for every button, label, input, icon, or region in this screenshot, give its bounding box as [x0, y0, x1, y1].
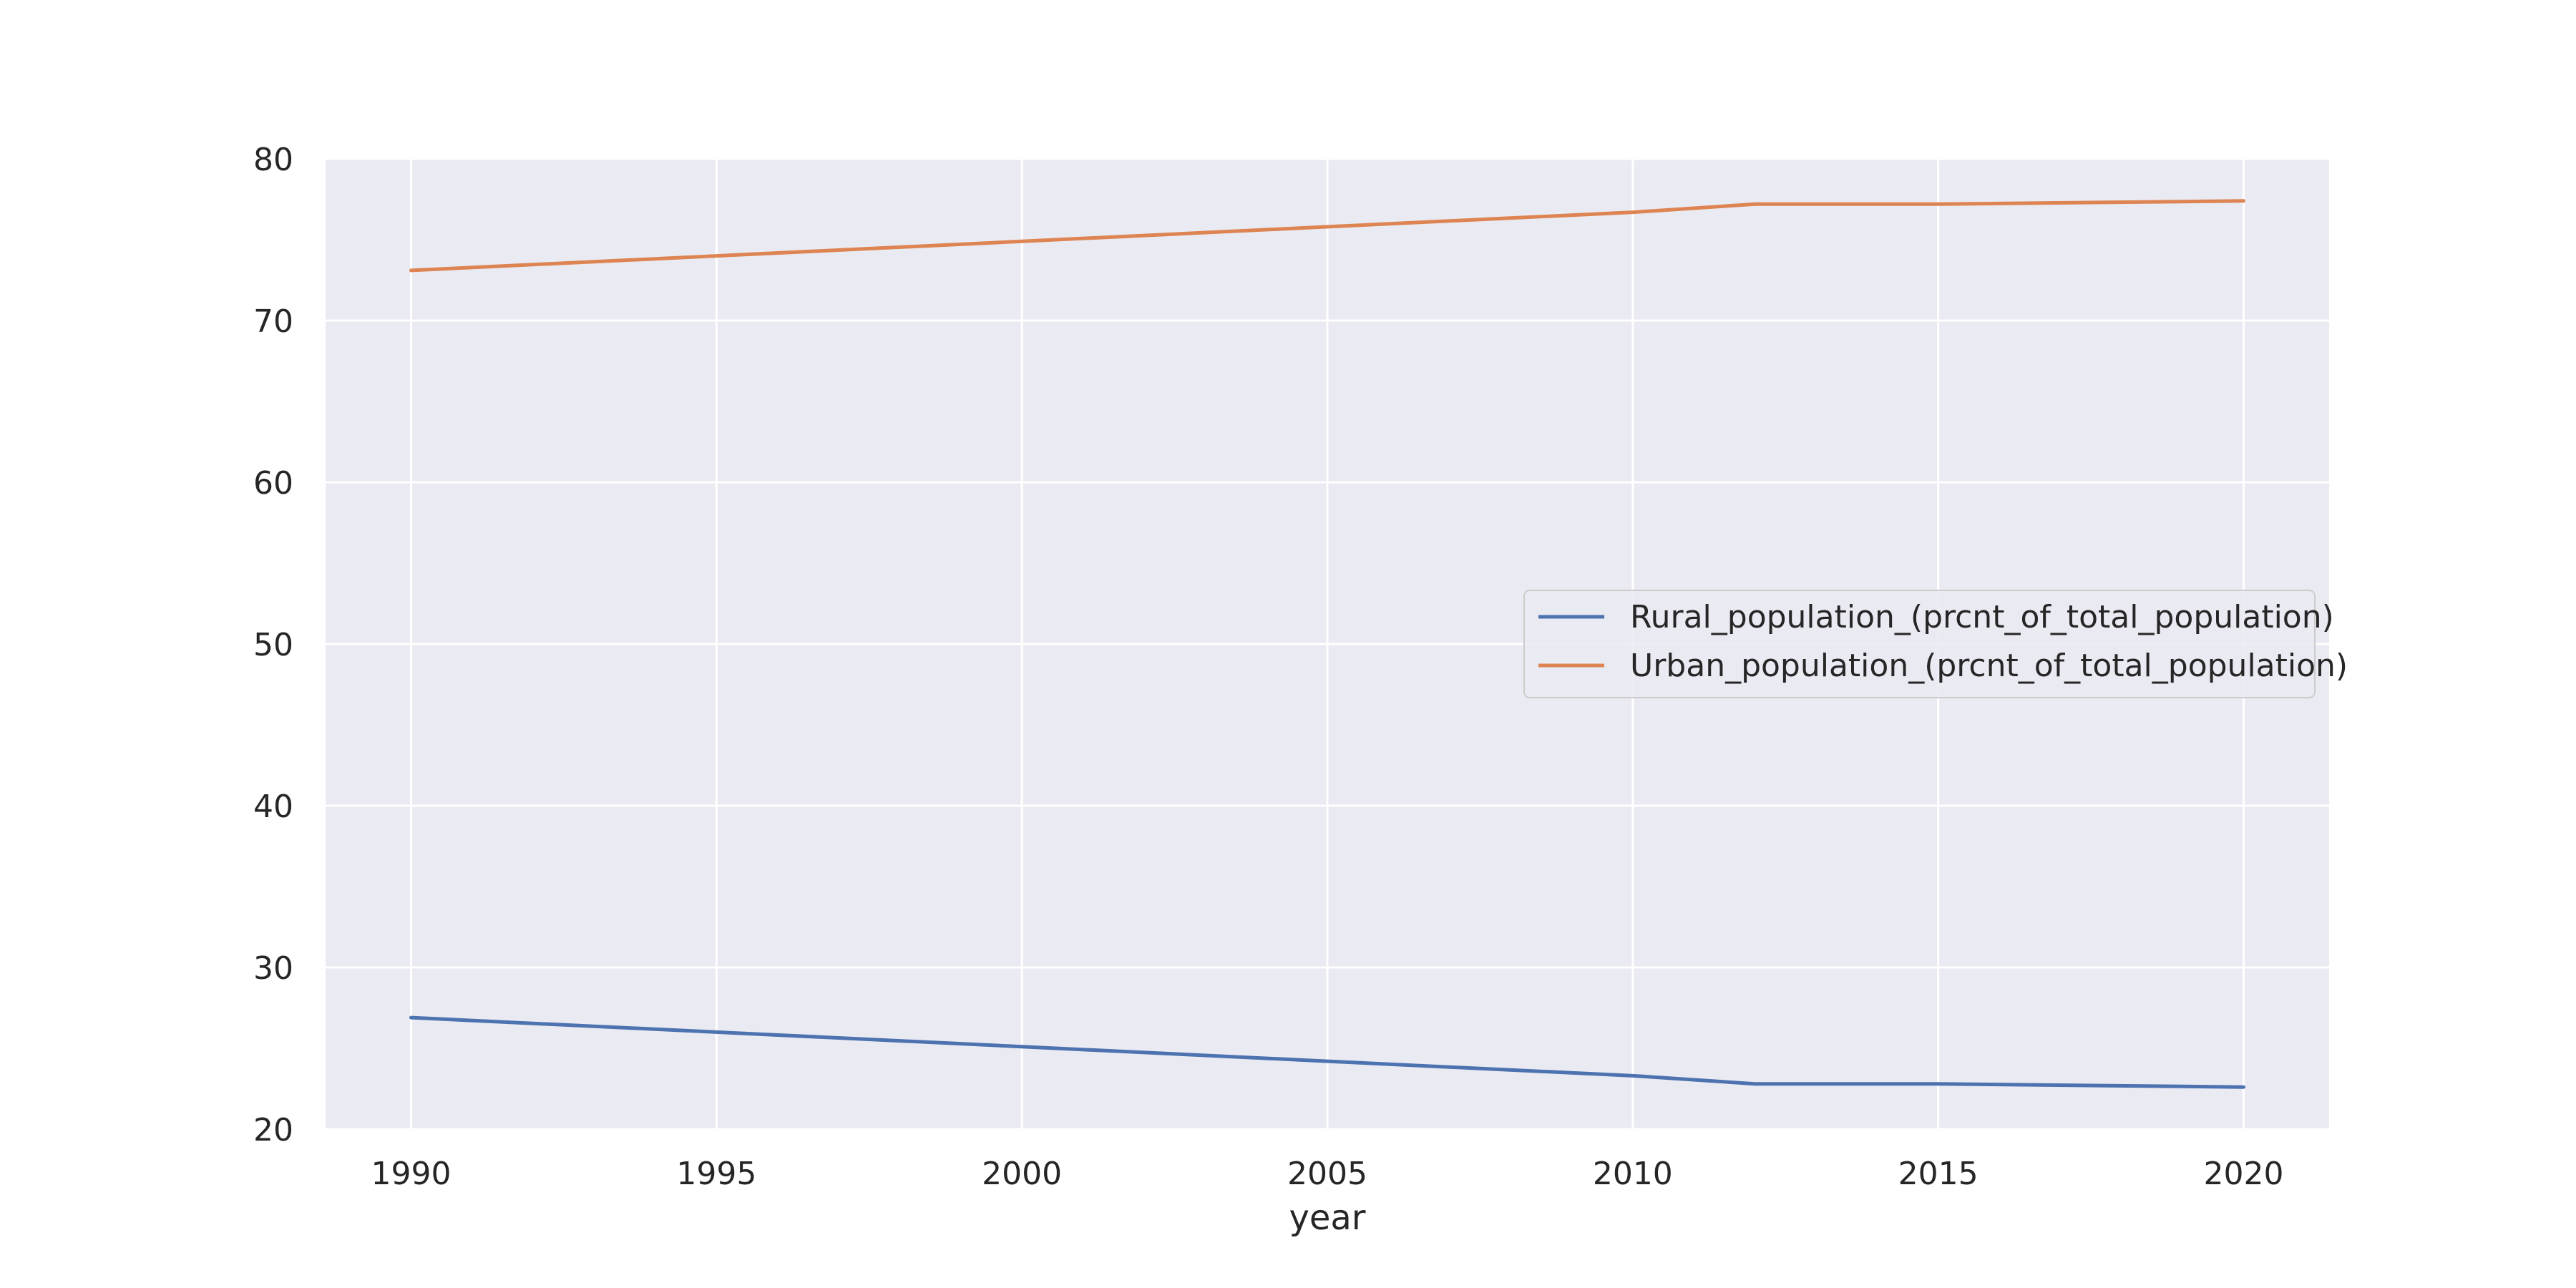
legend: Rural_population_(prcnt_of_total_populat…: [1523, 590, 2348, 698]
legend-box: [1523, 590, 2316, 698]
series-lines: [409, 199, 2245, 1089]
series-line: [409, 199, 2245, 273]
x-tick-label: 2005: [1287, 1156, 1367, 1192]
y-tick-label: 80: [253, 142, 293, 178]
y-axis-ticks: 20 30 40 50 60 70 80: [253, 142, 293, 1148]
legend-entry: Rural_population_(prcnt_of_total_populat…: [1630, 599, 2334, 635]
x-tick-label: 1995: [676, 1156, 756, 1192]
y-tick-label: 70: [253, 303, 293, 340]
x-tick-label: 1990: [371, 1156, 452, 1192]
y-tick-label: 40: [253, 789, 293, 825]
series-line: [409, 1015, 2245, 1089]
x-tick-label: 2015: [1898, 1156, 1979, 1192]
legend-entry: Urban_population_(prcnt_of_total_populat…: [1630, 648, 2348, 684]
x-tick-label: 2010: [1593, 1156, 1673, 1192]
y-tick-label: 30: [253, 950, 293, 987]
y-tick-label: 50: [253, 627, 293, 663]
x-tick-label: 2000: [982, 1156, 1062, 1192]
y-tick-label: 20: [253, 1112, 293, 1148]
x-axis-label: year: [1289, 1198, 1365, 1238]
x-axis-ticks: 1990 1995 2000 2005 2010 2015 2020: [371, 1156, 2284, 1192]
y-tick-label: 60: [253, 465, 293, 502]
x-tick-label: 2020: [2203, 1156, 2283, 1192]
